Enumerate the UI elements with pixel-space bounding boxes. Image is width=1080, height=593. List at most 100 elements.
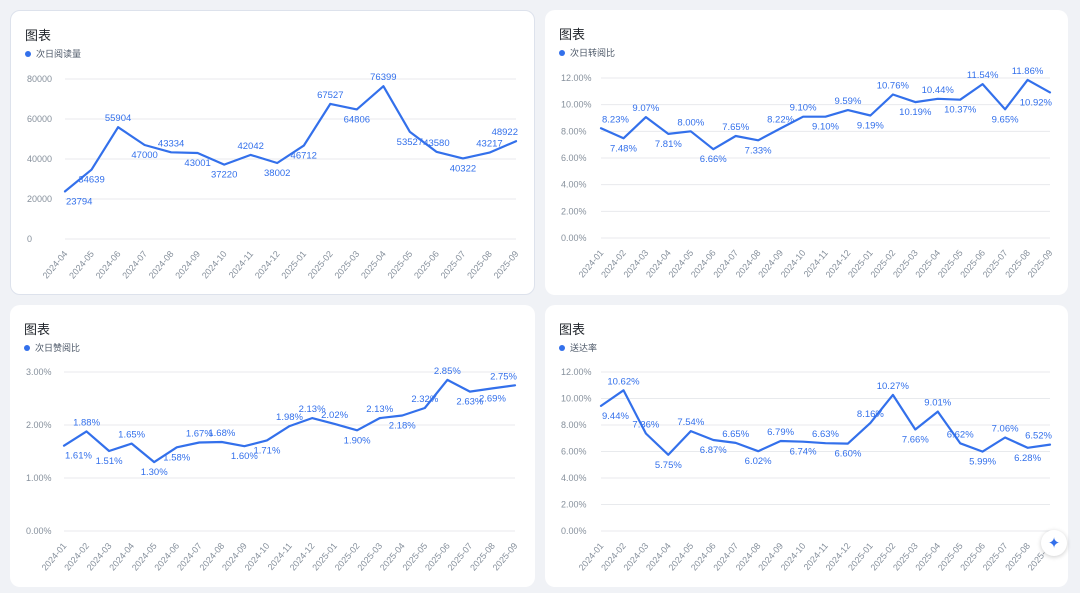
data-label: 7.66% <box>902 435 929 446</box>
data-label: 9.10% <box>790 103 817 114</box>
data-label: 6.66% <box>700 154 727 165</box>
data-label: 9.01% <box>924 398 951 409</box>
chart-legend[interactable]: 次日转阅比 <box>559 46 615 59</box>
x-tick-label: 2024-07 <box>120 249 149 281</box>
series-line[interactable] <box>599 78 1052 151</box>
data-label: 6.74% <box>790 447 817 458</box>
data-label: 2.75% <box>490 371 517 382</box>
data-label: 1.90% <box>344 435 371 446</box>
data-label: 2.63% <box>456 397 483 408</box>
x-tick-label: 2024-12 <box>253 249 282 281</box>
data-label: 2.85% <box>434 366 461 377</box>
data-label: 2.13% <box>299 404 326 415</box>
y-tick-label: 3.00% <box>26 367 52 377</box>
y-tick-label: 2.00% <box>26 420 52 430</box>
data-label: 11.86% <box>1012 66 1044 77</box>
x-tick-label: 2025-03 <box>332 249 361 281</box>
data-label: 8.23% <box>602 114 629 125</box>
x-tick-label: 2025-05 <box>386 249 415 281</box>
data-label: 1.98% <box>276 412 303 423</box>
y-tick-label: 0.00% <box>26 526 52 536</box>
data-label: 6.52% <box>1025 431 1052 442</box>
data-label: 6.28% <box>1014 453 1041 464</box>
data-label: 10.92% <box>1020 97 1053 108</box>
data-label: 1.30% <box>141 467 168 478</box>
y-tick-label: 10.00% <box>561 394 592 404</box>
data-label: 55904 <box>105 113 131 124</box>
data-label: 9.44% <box>602 411 629 422</box>
x-tick-label: 2025-07 <box>439 249 468 281</box>
x-tick-label: 2024-05 <box>67 249 96 281</box>
data-label: 10.62% <box>607 376 640 387</box>
line-chart-reads: 0200004000060000800002024-042024-052024-… <box>27 72 521 281</box>
data-label: 23794 <box>66 196 92 207</box>
y-tick-label: 4.00% <box>561 180 587 190</box>
data-label: 7.54% <box>677 417 704 428</box>
data-label: 7.36% <box>632 419 659 430</box>
legend-label: 次日赞阅比 <box>35 343 81 353</box>
data-label: 48922 <box>492 127 518 138</box>
y-tick-label: 40000 <box>27 154 52 164</box>
series-line[interactable] <box>62 378 517 464</box>
chart-card-like-ratio: 图表 次日赞阅比 0.00% 1.00% 2.00% 3.00% 2024-01 2024… <box>10 305 535 587</box>
y-tick-label: 0.00% <box>561 526 587 536</box>
data-label: 6.62% <box>947 429 974 440</box>
x-tick-label: 2024-06 <box>94 249 123 281</box>
data-label: 9.59% <box>834 96 861 107</box>
data-label: 9.65% <box>992 114 1019 125</box>
legend-dot-icon <box>24 344 30 351</box>
data-label: 2.13% <box>366 404 393 415</box>
data-label: 38002 <box>264 168 290 179</box>
data-label: 7.06% <box>992 423 1019 434</box>
x-tick-label: 2025-02 <box>306 249 335 281</box>
data-label: 7.48% <box>610 143 637 154</box>
data-label: 5.99% <box>969 457 996 468</box>
series-line[interactable] <box>63 85 518 193</box>
chart-legend[interactable]: 次日阅读量 <box>25 47 81 60</box>
data-label: 42042 <box>237 141 263 152</box>
y-tick-label: 4.00% <box>561 473 587 483</box>
data-label: 2.69% <box>479 393 506 404</box>
legend-label: 次日转阅比 <box>570 48 616 58</box>
chart-title: 图表 <box>24 322 51 337</box>
y-tick-label: 1.00% <box>26 473 52 483</box>
chart-legend[interactable]: 送达率 <box>559 341 597 354</box>
y-tick-label: 60000 <box>27 114 52 124</box>
data-label: 6.87% <box>700 445 727 456</box>
data-label: 9.19% <box>857 120 884 131</box>
data-label: 53527 <box>397 137 423 148</box>
data-label: 9.10% <box>812 122 839 133</box>
x-tick-label: 2024-11 <box>227 249 255 280</box>
y-tick-label: 2.00% <box>561 500 587 510</box>
data-label: 6.65% <box>722 429 749 440</box>
data-label: 43334 <box>158 138 184 149</box>
data-label: 9.07% <box>632 103 659 114</box>
y-tick-label: 0.00% <box>561 233 587 243</box>
data-label: 47000 <box>131 150 157 161</box>
chart-legend[interactable]: 次日赞阅比 <box>24 341 80 354</box>
y-tick-label: 20000 <box>27 194 52 204</box>
data-label: 1.65% <box>118 430 145 441</box>
x-tick-label: 2025-08 <box>465 249 494 281</box>
sparkle-icon[interactable]: ✦ <box>1041 530 1067 556</box>
data-label: 8.22% <box>767 114 794 125</box>
data-label: 2.02% <box>321 410 348 421</box>
chart-card-reads: 图表 次日阅读量 0 20000 40000 60000 80000 2024-04 202… <box>10 10 535 295</box>
line-chart-share-ratio: 0.00%2.00%4.00%6.00%8.00%10.00%12.00%202… <box>561 66 1055 280</box>
data-label: 1.68% <box>208 428 235 439</box>
data-label: 1.67% <box>186 428 213 439</box>
data-label: 10.76% <box>877 81 910 92</box>
data-label: 8.00% <box>677 117 704 128</box>
legend-label: 次日阅读量 <box>36 49 82 59</box>
line-chart-delivery-rate: 0.00%2.00%4.00%6.00%8.00%10.00%12.00%202… <box>561 367 1055 573</box>
x-tick-label: 2024-09 <box>173 249 202 281</box>
data-label: 6.60% <box>834 449 861 460</box>
data-label: 67527 <box>317 90 343 101</box>
series-line[interactable] <box>599 389 1052 456</box>
data-label: 46712 <box>291 151 317 162</box>
data-label: 8.16% <box>857 409 884 420</box>
data-label: 10.27% <box>877 381 910 392</box>
chart-card-delivery-rate: 图表 送达率 0.00% 2.00% 4.00% 6.00% 8.00% 10.00% 12… <box>545 305 1068 587</box>
data-label: 7.65% <box>722 122 749 133</box>
data-label: 5.75% <box>655 460 682 471</box>
